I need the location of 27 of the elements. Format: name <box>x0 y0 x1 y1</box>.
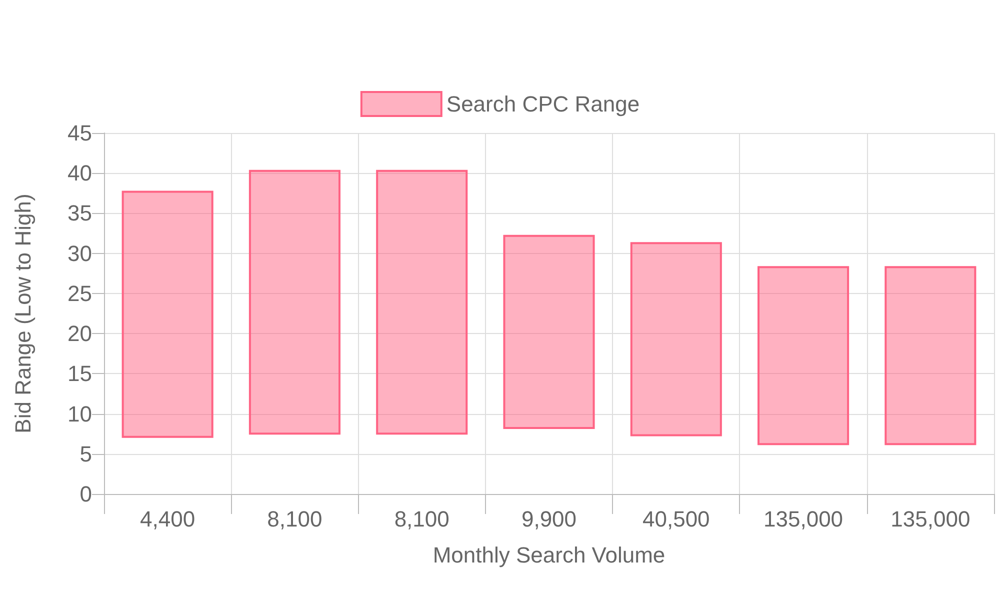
bar <box>884 266 976 446</box>
bar <box>503 234 595 430</box>
x-axis-title: Monthly Search Volume <box>432 542 666 568</box>
y-tick-label: 15 <box>68 361 92 386</box>
bar <box>122 190 214 438</box>
x-tick-label: 8,100 <box>394 506 450 532</box>
bar <box>758 266 850 446</box>
x-tick-label: 135,000 <box>890 506 970 532</box>
x-tick-label: 9,900 <box>521 506 577 532</box>
x-tick-label: 40,500 <box>642 506 710 532</box>
y-tick-label: 45 <box>68 120 92 146</box>
y-tick-label: 25 <box>68 280 92 306</box>
y-tick-label: 10 <box>68 401 92 426</box>
bar <box>630 242 722 436</box>
y-tick-label: 20 <box>68 321 92 346</box>
legend-label: Search CPC Range <box>446 92 640 116</box>
y-tick-label: 0 <box>80 482 92 506</box>
y-tick-label: 35 <box>68 200 92 226</box>
x-tick-label: 135,000 <box>764 506 844 532</box>
y-tick-label: 30 <box>68 240 92 266</box>
bar <box>376 170 468 435</box>
y-tick-label: 5 <box>80 441 92 466</box>
y-axis-title: Bid Range (Low to High) <box>10 194 36 434</box>
x-tick-label: 8,100 <box>267 506 322 532</box>
y-tick-label: 40 <box>68 160 92 186</box>
bar <box>248 170 340 435</box>
x-tick-label: 4,400 <box>140 506 196 532</box>
